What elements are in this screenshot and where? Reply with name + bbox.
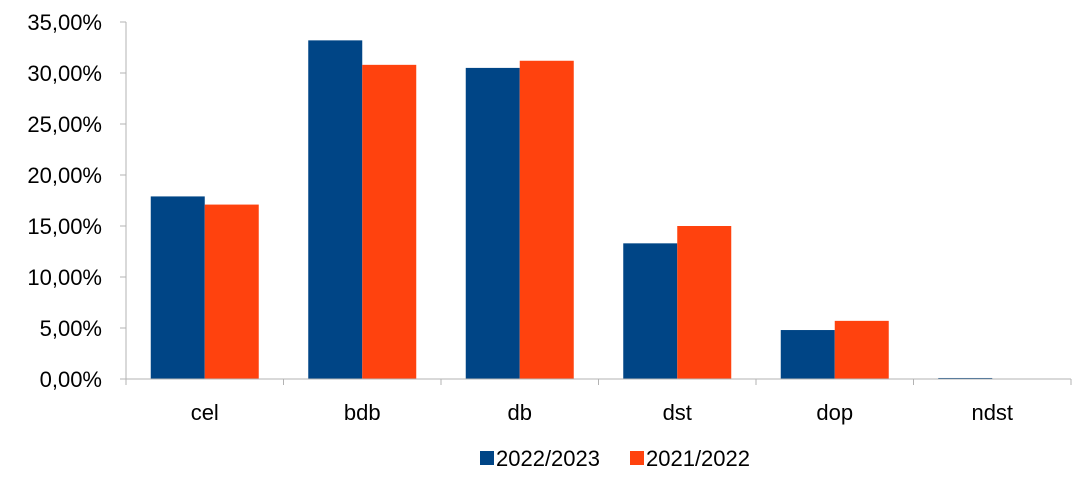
y-tick-label: 20,00% <box>27 163 102 188</box>
bar-dst-2022-2023 <box>623 243 678 379</box>
x-axis <box>125 378 1072 385</box>
y-tick-label: 5,00% <box>40 316 102 341</box>
y-tick-label: 30,00% <box>27 61 102 86</box>
x-tick-label: ndst <box>971 400 1013 425</box>
bar-db-2021-2022 <box>519 60 574 379</box>
y-tick-label: 0,00% <box>40 367 102 392</box>
x-tick-label: dst <box>663 400 692 425</box>
y-axis-tick-labels: 0,00% 5,00% 10,00% 15,00% 20,00% 25,00% 30,00%… <box>27 10 102 392</box>
bar-db-2022-2023 <box>465 67 520 380</box>
legend-label-0: 2022/2023 <box>496 446 600 471</box>
y-axis <box>120 21 127 380</box>
y-tick-label: 10,00% <box>27 265 102 290</box>
legend: 2022/2023 2021/2022 <box>480 446 750 471</box>
bar-bdb-2022-2023 <box>308 40 363 380</box>
bar-dop-2021-2022 <box>834 320 889 379</box>
legend-label-1: 2021/2022 <box>646 446 750 471</box>
legend-swatch-0 <box>480 451 494 465</box>
bar-bdb-2021-2022 <box>362 64 417 379</box>
y-tick-label: 15,00% <box>27 214 102 239</box>
bar-ndst-2022-2023 <box>938 377 993 379</box>
x-tick-label: bdb <box>344 400 381 425</box>
x-axis-tick-labels: cel bdb db dst dop ndst <box>191 400 1013 425</box>
y-tick-label: 25,00% <box>27 112 102 137</box>
bar-cel-2022-2023 <box>150 196 205 379</box>
legend-swatch-1 <box>630 451 644 465</box>
y-tick-label: 35,00% <box>27 10 102 35</box>
bar-dst-2021-2022 <box>677 226 732 379</box>
x-tick-label: db <box>508 400 532 425</box>
bars <box>150 40 993 380</box>
x-tick-label: dop <box>816 400 853 425</box>
x-tick-label: cel <box>191 400 219 425</box>
bar-dop-2022-2023 <box>780 330 835 379</box>
bar-cel-2021-2022 <box>204 204 259 379</box>
